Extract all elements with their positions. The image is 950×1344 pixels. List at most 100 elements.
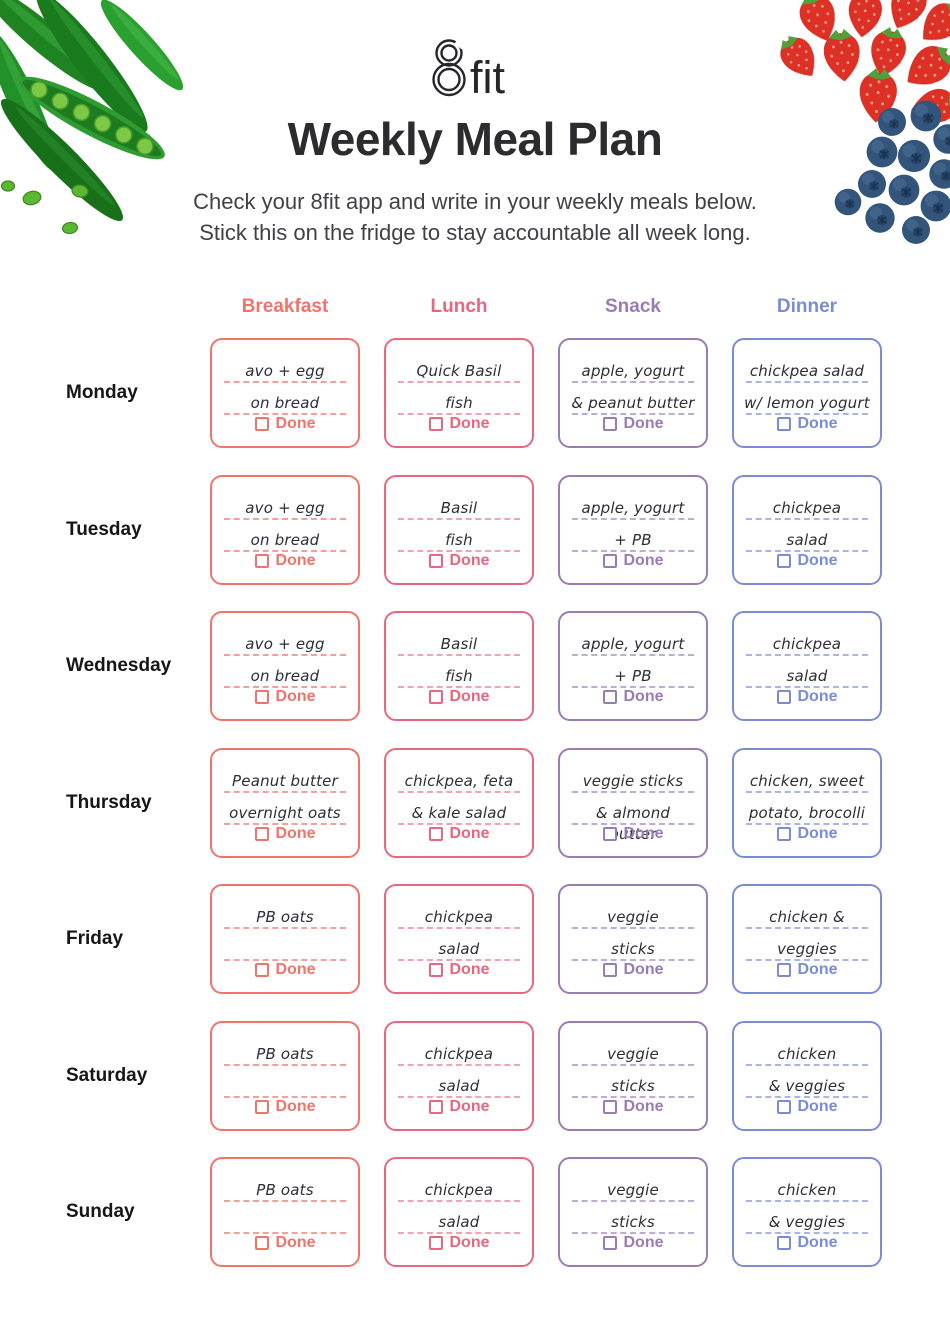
meal-line-1: avo + egg: [224, 351, 346, 384]
meal-cell-wednesday-snack: apple, yogurt + PB Done: [558, 611, 708, 722]
done-checkbox[interactable]: Done: [212, 1234, 358, 1252]
meal-line-1: veggie: [572, 1170, 694, 1203]
meal-cell-friday-breakfast: PB oats Done: [210, 884, 360, 995]
day-row-monday: Monday avo + egg on bread Done Quick Bas…: [0, 325, 950, 462]
checkbox-icon[interactable]: [428, 963, 443, 978]
done-checkbox[interactable]: Done: [560, 688, 706, 706]
done-checkbox[interactable]: Done: [212, 961, 358, 979]
done-label: Done: [623, 1097, 664, 1115]
meal-line-1: PB oats: [224, 1034, 346, 1066]
done-checkbox[interactable]: Done: [560, 415, 706, 433]
checkbox-icon[interactable]: [602, 690, 617, 705]
done-checkbox[interactable]: Done: [734, 961, 880, 979]
meal-line-1: chicken &: [746, 897, 868, 930]
meal-line-2: potato, brocolli: [746, 793, 868, 825]
meal-line-2: [224, 1202, 346, 1235]
checkbox-icon[interactable]: [602, 1236, 617, 1251]
meal-cell-monday-breakfast: avo + egg on bread Done: [210, 338, 360, 449]
meal-line-2: veggies: [746, 929, 868, 962]
checkbox-icon[interactable]: [254, 1099, 269, 1114]
meal-cell-thursday-breakfast: Peanut butter overnight oats Done: [210, 747, 360, 858]
checkbox-icon[interactable]: [428, 826, 443, 841]
done-checkbox[interactable]: Done: [212, 825, 358, 843]
day-row-wednesday: Wednesday avo + egg on bread Done Basil …: [0, 598, 950, 735]
checkbox-icon[interactable]: [776, 690, 791, 705]
done-label: Done: [275, 415, 316, 433]
column-header-dinner: Dinner: [776, 296, 838, 317]
checkbox-icon[interactable]: [776, 963, 791, 978]
done-checkbox[interactable]: Done: [386, 961, 532, 979]
done-checkbox[interactable]: Done: [386, 825, 532, 843]
done-label: Done: [797, 415, 838, 433]
done-label: Done: [797, 824, 838, 842]
day-label: Tuesday: [66, 518, 142, 540]
done-checkbox[interactable]: Done: [386, 415, 532, 433]
checkbox-icon[interactable]: [428, 690, 443, 705]
done-checkbox[interactable]: Done: [734, 688, 880, 706]
done-label: Done: [449, 415, 490, 433]
meal-cell-saturday-dinner: chicken & veggies Done: [732, 1020, 882, 1131]
meal-line-1: veggie: [572, 897, 694, 930]
checkbox-icon[interactable]: [254, 417, 269, 432]
checkbox-icon[interactable]: [602, 826, 617, 841]
checkbox-icon[interactable]: [776, 826, 791, 841]
meal-line-2: fish: [398, 383, 520, 416]
meal-cell-friday-dinner: chicken & veggies Done: [732, 884, 882, 995]
done-checkbox[interactable]: Done: [212, 688, 358, 706]
checkbox-icon[interactable]: [254, 963, 269, 978]
checkbox-icon[interactable]: [602, 1099, 617, 1114]
checkbox-icon[interactable]: [776, 1099, 791, 1114]
done-checkbox[interactable]: Done: [212, 552, 358, 570]
meal-line-1: avo + egg: [224, 624, 346, 657]
done-label: Done: [275, 1234, 316, 1252]
done-checkbox[interactable]: Done: [386, 1098, 532, 1116]
done-checkbox[interactable]: Done: [734, 825, 880, 843]
checkbox-icon[interactable]: [602, 963, 617, 978]
done-checkbox[interactable]: Done: [734, 415, 880, 433]
done-label: Done: [623, 551, 664, 569]
done-checkbox[interactable]: Done: [560, 825, 706, 843]
done-checkbox[interactable]: Done: [560, 1098, 706, 1116]
done-label: Done: [275, 961, 316, 979]
checkbox-icon[interactable]: [254, 1236, 269, 1251]
checkbox-icon[interactable]: [602, 417, 617, 432]
done-label: Done: [449, 961, 490, 979]
done-checkbox[interactable]: Done: [212, 1098, 358, 1116]
done-checkbox[interactable]: Done: [734, 552, 880, 570]
done-checkbox[interactable]: Done: [386, 552, 532, 570]
done-label: Done: [797, 1234, 838, 1252]
meal-line-1: Basil: [398, 624, 520, 657]
checkbox-icon[interactable]: [254, 826, 269, 841]
done-checkbox[interactable]: Done: [386, 1234, 532, 1252]
checkbox-icon[interactable]: [776, 553, 791, 568]
done-checkbox[interactable]: Done: [560, 961, 706, 979]
done-label: Done: [449, 688, 490, 706]
checkbox-icon[interactable]: [254, 690, 269, 705]
checkbox-icon[interactable]: [428, 417, 443, 432]
done-label: Done: [797, 688, 838, 706]
meal-cell-tuesday-lunch: Basil fish Done: [384, 474, 534, 585]
done-checkbox[interactable]: Done: [386, 688, 532, 706]
checkbox-icon[interactable]: [776, 417, 791, 432]
meal-cell-monday-snack: apple, yogurt & peanut butter Done: [558, 338, 708, 449]
done-checkbox[interactable]: Done: [734, 1234, 880, 1252]
done-checkbox[interactable]: Done: [212, 415, 358, 433]
done-checkbox[interactable]: Done: [734, 1098, 880, 1116]
meal-line-1: Basil: [398, 488, 520, 520]
column-header-lunch: Lunch: [430, 296, 488, 317]
checkbox-icon[interactable]: [428, 1236, 443, 1251]
checkbox-icon[interactable]: [428, 1099, 443, 1114]
meal-cell-wednesday-dinner: chickpea salad Done: [732, 611, 882, 722]
logo-fit-text: fit: [470, 52, 506, 102]
meal-line-2: overnight oats: [224, 793, 346, 825]
day-row-saturday: Saturday PB oats Done chickpea salad: [0, 1008, 950, 1145]
meal-line-2: on bread: [224, 520, 346, 552]
day-label: Saturday: [66, 1064, 148, 1086]
checkbox-icon[interactable]: [428, 553, 443, 568]
checkbox-icon[interactable]: [602, 553, 617, 568]
done-checkbox[interactable]: Done: [560, 1234, 706, 1252]
done-checkbox[interactable]: Done: [560, 552, 706, 570]
checkbox-icon[interactable]: [254, 553, 269, 568]
checkbox-icon[interactable]: [776, 1236, 791, 1251]
